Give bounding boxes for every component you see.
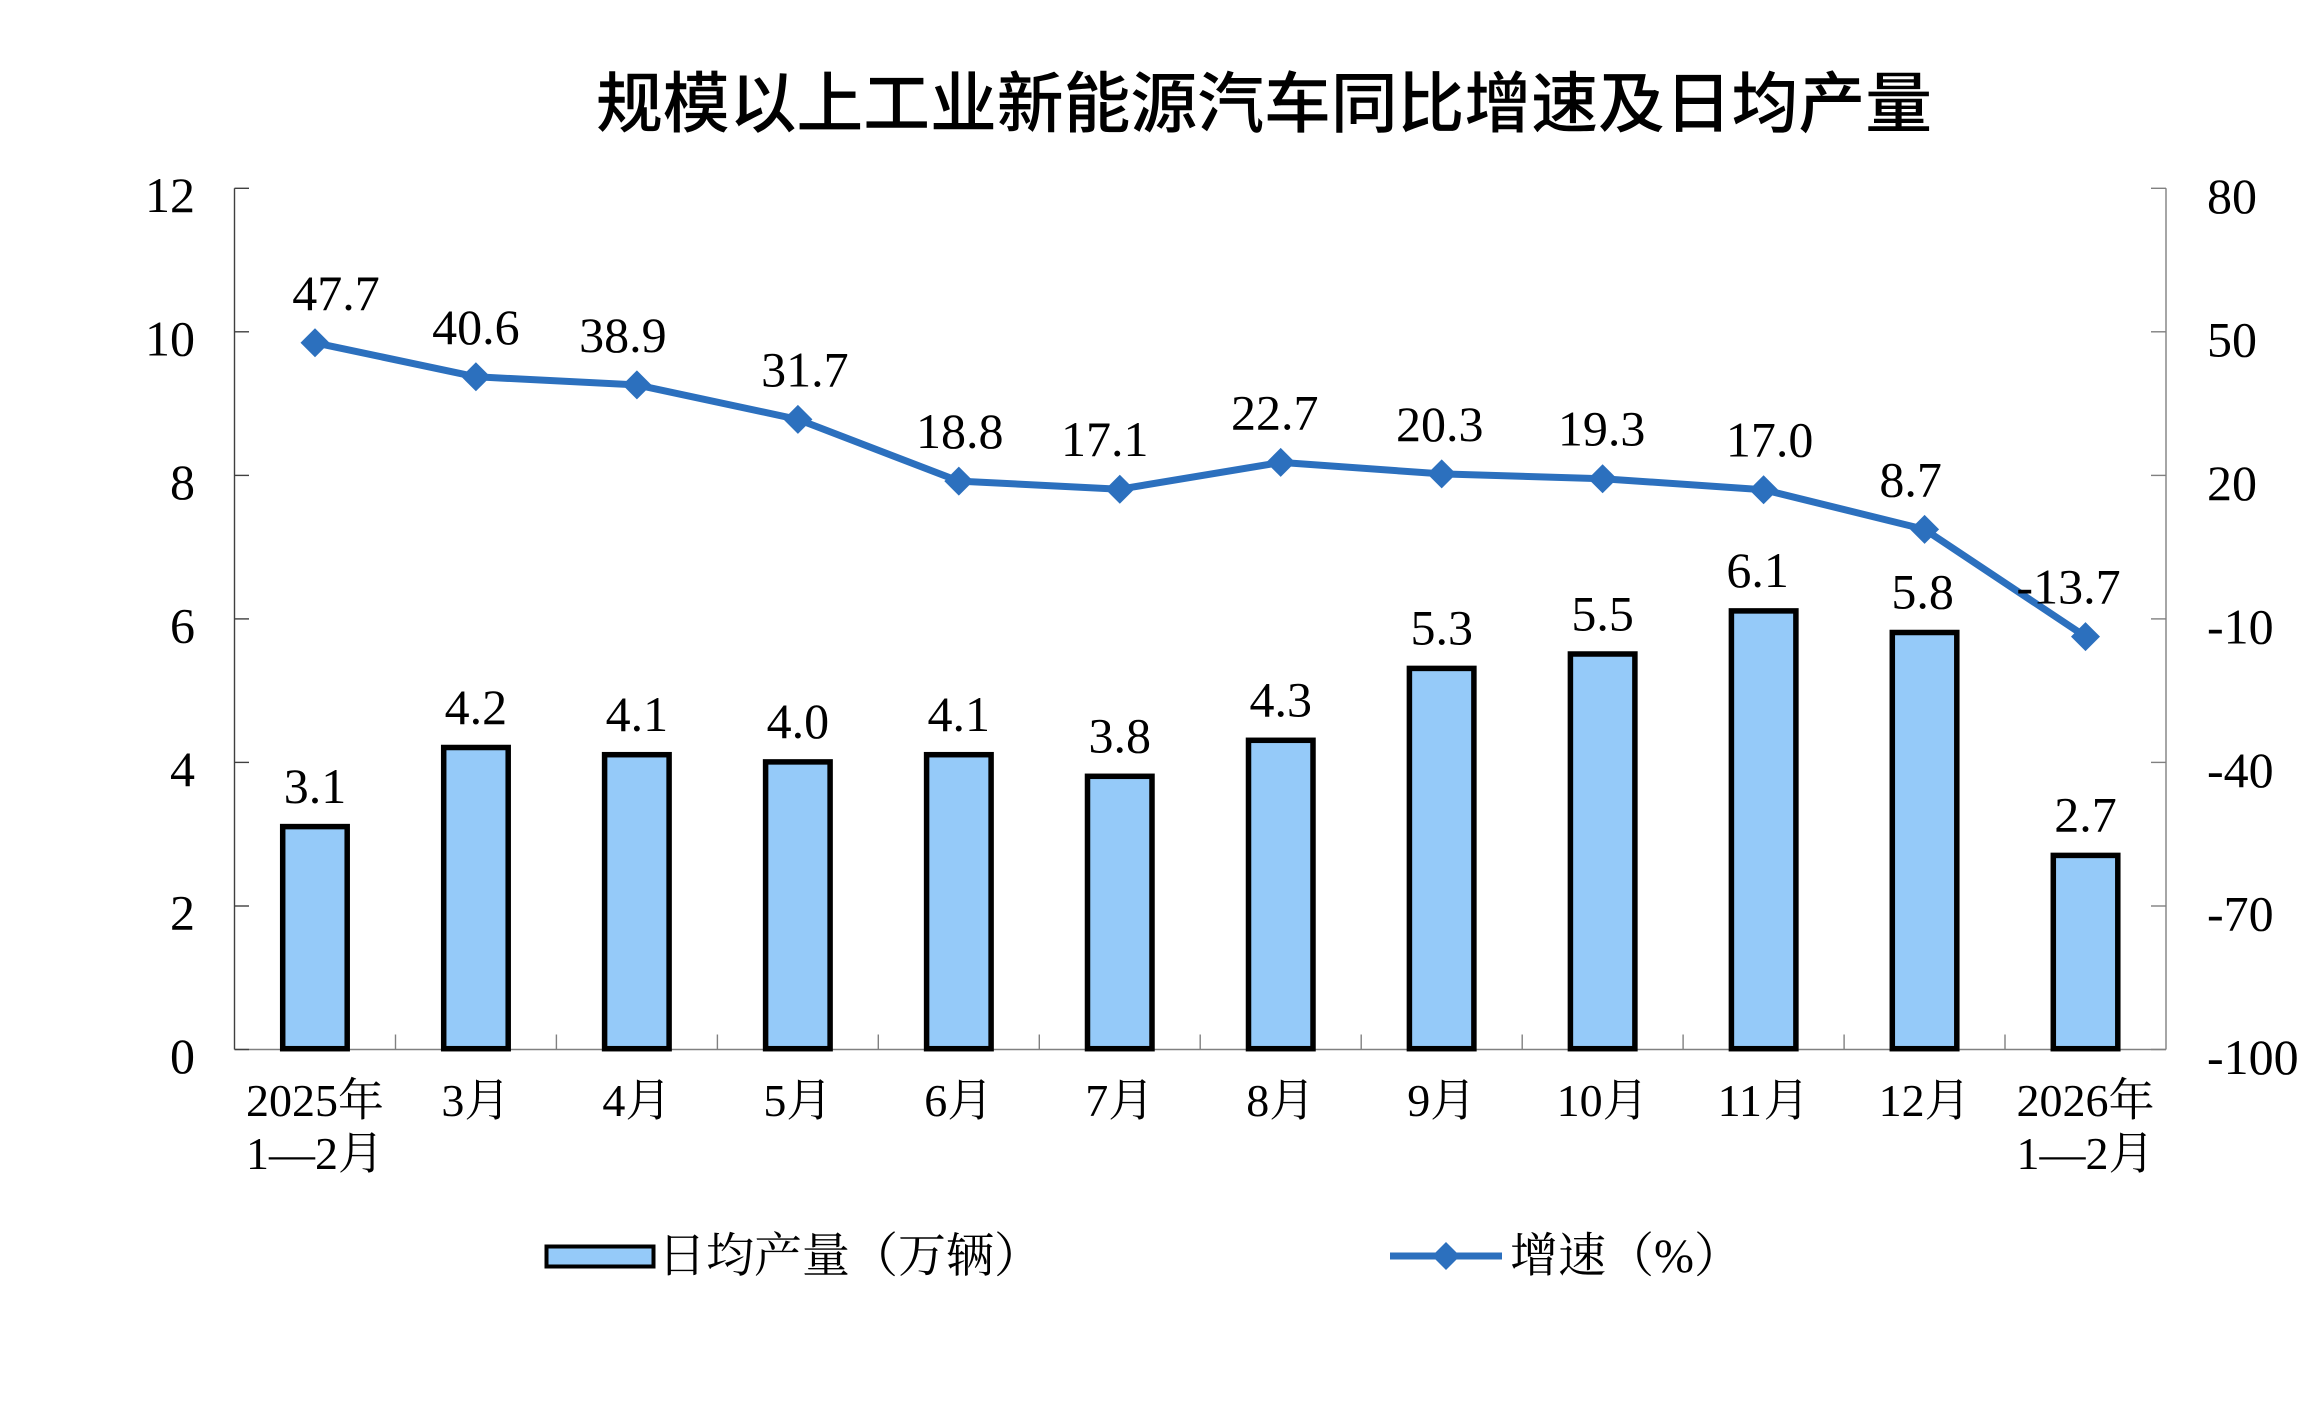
svg-text:-10: -10 bbox=[2207, 598, 2274, 654]
svg-text:20: 20 bbox=[2207, 455, 2257, 511]
svg-text:0: 0 bbox=[170, 1028, 195, 1084]
svg-text:2: 2 bbox=[170, 885, 195, 941]
svg-text:20.3: 20.3 bbox=[1396, 396, 1484, 452]
svg-text:3.8: 3.8 bbox=[1089, 708, 1152, 764]
svg-text:3: 3 bbox=[441, 1075, 464, 1126]
svg-text:%: % bbox=[1654, 1230, 1694, 1283]
svg-text:8: 8 bbox=[170, 454, 195, 510]
svg-text:-13.7: -13.7 bbox=[2016, 559, 2120, 615]
svg-text:6: 6 bbox=[170, 597, 195, 653]
svg-text:4: 4 bbox=[170, 741, 195, 797]
svg-text:31.7: 31.7 bbox=[761, 341, 849, 397]
svg-text:6.1: 6.1 bbox=[1726, 542, 1789, 598]
svg-text:17.0: 17.0 bbox=[1726, 412, 1814, 468]
svg-text:-40: -40 bbox=[2207, 742, 2274, 798]
svg-text:5.8: 5.8 bbox=[1891, 564, 1954, 620]
svg-text:7: 7 bbox=[1085, 1075, 1108, 1126]
svg-text:80: 80 bbox=[2207, 168, 2257, 224]
svg-text:38.9: 38.9 bbox=[579, 307, 667, 363]
svg-text:4.1: 4.1 bbox=[606, 686, 669, 742]
svg-text:-100: -100 bbox=[2207, 1029, 2299, 1085]
svg-text:9: 9 bbox=[1407, 1075, 1430, 1126]
svg-text:4.1: 4.1 bbox=[928, 686, 991, 742]
svg-text:17.1: 17.1 bbox=[1061, 411, 1149, 467]
svg-text:22.7: 22.7 bbox=[1231, 384, 1319, 440]
svg-text:1—2: 1—2 bbox=[246, 1128, 338, 1179]
svg-text:50: 50 bbox=[2207, 311, 2257, 367]
svg-text:8: 8 bbox=[1246, 1075, 1269, 1126]
svg-text:8.7: 8.7 bbox=[1879, 451, 1942, 507]
svg-text:-70: -70 bbox=[2207, 886, 2274, 942]
svg-text:4.3: 4.3 bbox=[1249, 672, 1312, 728]
svg-text:3.1: 3.1 bbox=[284, 758, 347, 814]
svg-text:18.8: 18.8 bbox=[916, 403, 1004, 459]
svg-text:11: 11 bbox=[1718, 1075, 1762, 1126]
svg-text:40.6: 40.6 bbox=[432, 299, 520, 355]
svg-text:6: 6 bbox=[924, 1075, 947, 1126]
svg-text:5: 5 bbox=[763, 1075, 786, 1126]
svg-text:47.7: 47.7 bbox=[292, 265, 380, 321]
svg-text:12: 12 bbox=[145, 167, 195, 223]
svg-text:10: 10 bbox=[1557, 1075, 1603, 1126]
svg-text:12: 12 bbox=[1879, 1075, 1925, 1126]
svg-text:10: 10 bbox=[145, 310, 195, 366]
svg-text:5.3: 5.3 bbox=[1410, 600, 1473, 656]
svg-text:2025: 2025 bbox=[246, 1075, 338, 1126]
svg-text:4.2: 4.2 bbox=[445, 679, 508, 735]
svg-text:2.7: 2.7 bbox=[2054, 787, 2117, 843]
svg-text:19.3: 19.3 bbox=[1558, 401, 1646, 457]
svg-text:4: 4 bbox=[602, 1075, 625, 1126]
svg-text:4.0: 4.0 bbox=[767, 693, 830, 749]
svg-text:1—2: 1—2 bbox=[2017, 1128, 2109, 1179]
svg-text:2026: 2026 bbox=[2017, 1075, 2109, 1126]
svg-text:5.5: 5.5 bbox=[1571, 585, 1634, 641]
